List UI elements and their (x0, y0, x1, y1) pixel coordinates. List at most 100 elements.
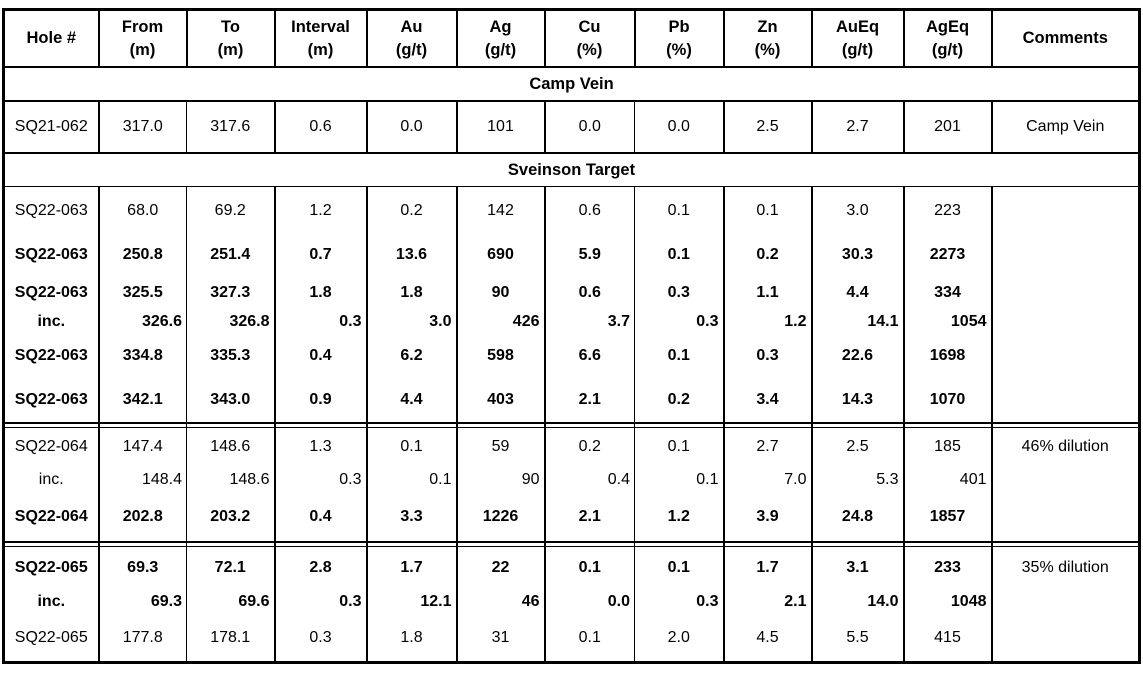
col-header-interval: Interval (m) (273, 8, 368, 68)
hole-cell: SQ22-063 (14, 391, 88, 408)
table-row: SQ22-063 325.5 327.3 1.8 1.8 90 0.6 0.3 … (4, 275, 1140, 310)
au-cell: 13.6 (365, 234, 457, 276)
au-cell: 12.1 (365, 588, 457, 615)
ageq-cell: 1070 (902, 378, 992, 423)
cu-cell: 0.1 (543, 614, 635, 663)
col-header-comments: Comments (990, 8, 1141, 68)
hole-cell: SQ22-064 (14, 507, 88, 525)
from-cell: 326.6 (97, 309, 187, 334)
to-cell: 69.2 (186, 186, 275, 235)
from-cell: 202.8 (97, 492, 187, 542)
drill-results-table: Hole # From (m) To (m) Interval (m) Au (g/t)… (2, 8, 1141, 664)
from-cell: 69.3 (97, 546, 187, 589)
hole-cell: SQ22-063 (14, 283, 88, 301)
comment-cell: 35% dilution (990, 546, 1140, 589)
ageq-cell: 401 (902, 467, 992, 492)
to-cell: 317.6 (186, 100, 275, 154)
ageq-cell: 334 (902, 275, 992, 310)
zn-cell: 2.1 (722, 588, 812, 615)
cu-cell: 6.6 (543, 333, 635, 379)
comment-cell (990, 309, 1140, 334)
table-row: SQ22-063 334.8 335.3 0.4 6.2 598 6.6 0.1… (4, 333, 1140, 379)
table-row: SQ22-063 68.0 69.2 1.2 0.2 142 0.6 0.1 0… (4, 186, 1140, 235)
col-header-aueq: AuEq (g/t) (810, 8, 905, 68)
ag-cell: 403 (455, 378, 545, 423)
section-title: Camp Vein (3, 66, 1140, 102)
col-header-ag: Ag (g/t) (455, 8, 546, 68)
aueq-cell: 2.7 (810, 100, 904, 154)
pb-cell: 0.0 (634, 100, 724, 154)
zn-cell: 7.0 (722, 467, 812, 492)
hole-cell: SQ22-065 (14, 558, 88, 576)
aueq-cell: 24.8 (810, 492, 904, 542)
comment-cell (990, 614, 1140, 663)
from-cell: 148.4 (97, 467, 187, 492)
pb-cell: 1.2 (634, 492, 724, 542)
from-cell: 68.0 (97, 186, 187, 235)
ageq-cell: 233 (902, 546, 992, 589)
zn-cell: 2.5 (722, 100, 812, 154)
table-row: SQ22-065 177.8 178.1 0.3 1.8 31 0.1 2.0 … (4, 614, 1140, 663)
interval-cell: 0.3 (273, 309, 367, 334)
ag-cell: 90 (455, 275, 545, 310)
pb-cell: 0.3 (634, 275, 724, 310)
comment-cell (990, 492, 1140, 542)
ageq-cell: 1048 (902, 588, 992, 615)
ag-cell: 59 (455, 427, 545, 467)
ageq-cell: 185 (902, 427, 992, 467)
ag-cell: 142 (455, 186, 545, 235)
aueq-cell: 14.1 (810, 309, 904, 334)
interval-cell: 1.2 (273, 186, 367, 235)
from-cell: 250.8 (97, 234, 187, 276)
aueq-cell: 14.3 (810, 378, 904, 423)
table-row-included-interval: inc. 326.6 326.8 0.3 3.0 426 3.7 0.3 1.2… (4, 309, 1140, 334)
aueq-cell: 5.5 (810, 614, 904, 663)
comment-cell (990, 333, 1140, 379)
pb-cell: 0.1 (634, 546, 724, 589)
ag-cell: 598 (455, 333, 545, 379)
interval-cell: 1.8 (273, 275, 367, 310)
hole-cell: SQ22-063 (14, 246, 88, 263)
comment-cell (990, 186, 1140, 235)
col-header-au: Au (g/t) (365, 8, 458, 68)
from-cell: 342.1 (97, 378, 187, 423)
col-header-hole: Hole # (2, 8, 100, 68)
col-header-cu: Cu (%) (543, 8, 636, 68)
ag-cell: 690 (455, 234, 545, 276)
ag-cell: 101 (455, 100, 545, 154)
ageq-cell: 201 (902, 100, 992, 154)
pb-cell: 0.1 (634, 427, 724, 467)
block-separator (3, 421, 1140, 428)
col-header-pb: Pb (%) (634, 8, 725, 68)
au-cell: 0.2 (365, 186, 457, 235)
interval-cell: 2.8 (273, 546, 367, 589)
au-cell: 1.8 (365, 275, 457, 310)
hole-cell: SQ22-065 (14, 628, 88, 646)
comment-cell: 46% dilution (990, 427, 1140, 467)
pb-cell: 0.3 (634, 309, 724, 334)
cu-cell: 2.1 (543, 378, 635, 423)
interval-cell: 0.3 (273, 467, 367, 492)
cu-cell: 0.6 (543, 186, 635, 235)
hole-cell: SQ22-063 (14, 201, 88, 219)
pb-cell: 0.1 (634, 467, 724, 492)
from-cell: 147.4 (97, 427, 187, 467)
ag-cell: 90 (455, 467, 545, 492)
col-header-to: To (m) (186, 8, 276, 68)
from-cell: 317.0 (97, 100, 187, 154)
pb-cell: 0.1 (634, 333, 724, 379)
zn-cell: 0.2 (722, 234, 812, 276)
col-header-ageq: AgEq (g/t) (902, 8, 993, 68)
au-cell: 3.3 (365, 492, 457, 542)
ag-cell: 1226 (455, 492, 545, 542)
zn-cell: 4.5 (722, 614, 812, 663)
au-cell: 0.0 (365, 100, 457, 154)
to-cell: 69.6 (186, 588, 275, 615)
aueq-cell: 30.3 (810, 234, 904, 276)
table-row-included-interval: inc. 148.4 148.6 0.3 0.1 90 0.4 0.1 7.0 … (4, 467, 1140, 492)
zn-cell: 3.9 (722, 492, 812, 542)
pb-cell: 0.3 (634, 588, 724, 615)
au-cell: 1.7 (365, 546, 457, 589)
cu-cell: 5.9 (543, 234, 635, 276)
